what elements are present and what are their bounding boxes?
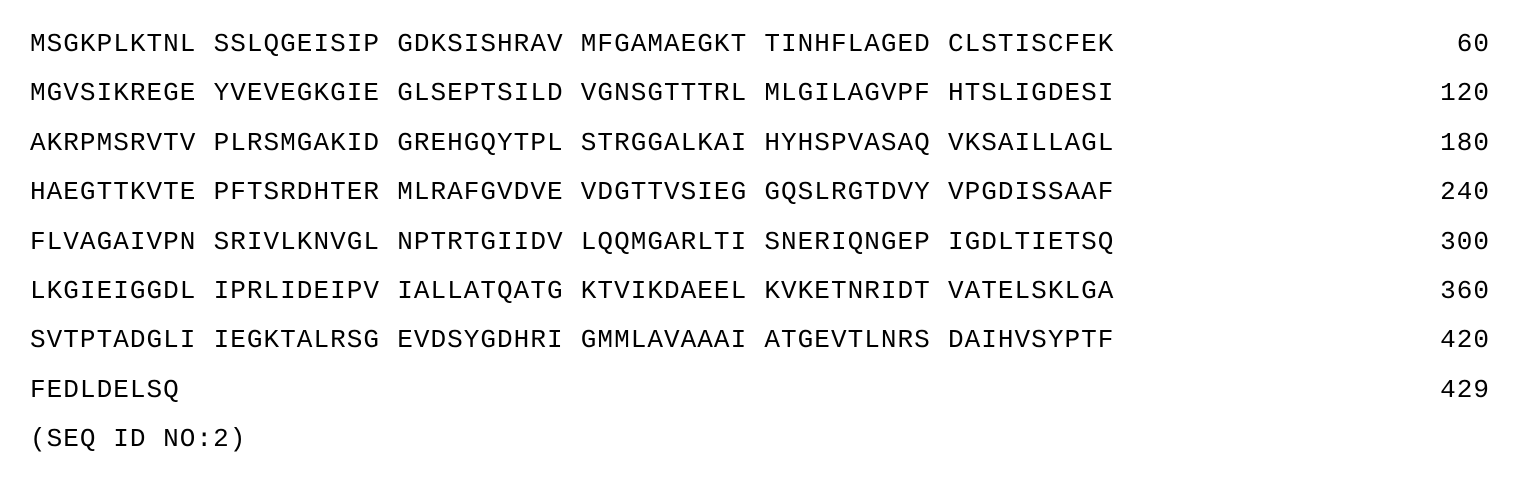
sequence-block: CLSTISCFEK — [948, 20, 1114, 69]
sequence-row: SVTPTADGLI IEGKTALRSG EVDSYGDHRI GMMLAVA… — [30, 316, 1490, 365]
sequence-block: IGDLTIETSQ — [948, 218, 1114, 267]
sequence-block: GREHGQYTPL — [397, 119, 563, 168]
sequence-blocks: FEDLDELSQ — [30, 366, 180, 415]
sequence-blocks: MGVSIKREGE YVEVEGKGIE GLSEPTSILD VGNSGTT… — [30, 69, 1114, 118]
sequence-block: MGVSIKREGE — [30, 69, 196, 118]
sequence-block: HTSLIGDESI — [948, 69, 1114, 118]
seq-id-label: (SEQ ID NO:2) — [30, 415, 1490, 464]
sequence-block: GMMLAVAAAI — [581, 316, 747, 365]
sequence-blocks: AKRPMSRVTV PLRSMGAKID GREHGQYTPL STRGGAL… — [30, 119, 1114, 168]
sequence-block: SVTPTADGLI — [30, 316, 196, 365]
sequence-row: FEDLDELSQ 429 — [30, 366, 1490, 415]
sequence-block: TINHFLAGED — [764, 20, 930, 69]
sequence-row: HAEGTTKVTE PFTSRDHTER MLRAFGVDVE VDGTTVS… — [30, 168, 1490, 217]
sequence-block: SSLQGEISIP — [214, 20, 380, 69]
sequence-block: VKSAILLAGL — [948, 119, 1114, 168]
sequence-block: MLGILAGVPF — [764, 69, 930, 118]
sequence-block: STRGGALKAI — [581, 119, 747, 168]
sequence-blocks: LKGIEIGGDL IPRLIDEIPV IALLATQATG KTVIKDA… — [30, 267, 1114, 316]
sequence-block: GDKSISHRAV — [397, 20, 563, 69]
position-number: 300 — [1428, 218, 1490, 267]
sequence-block: FLVAGAIVPN — [30, 218, 196, 267]
sequence-block: LQQMGARLTI — [581, 218, 747, 267]
sequence-block: SNERIQNGEP — [764, 218, 930, 267]
position-number: 60 — [1428, 20, 1490, 69]
sequence-block: EVDSYGDHRI — [397, 316, 563, 365]
sequence-block: KVKETNRIDT — [764, 267, 930, 316]
sequence-blocks: FLVAGAIVPN SRIVLKNVGL NPTRTGIIDV LQQMGAR… — [30, 218, 1114, 267]
sequence-block: IPRLIDEIPV — [214, 267, 380, 316]
sequence-row: FLVAGAIVPN SRIVLKNVGL NPTRTGIIDV LQQMGAR… — [30, 218, 1490, 267]
sequence-block: MFGAMAEGKT — [581, 20, 747, 69]
sequence-block: VATELSKLGA — [948, 267, 1114, 316]
sequence-block: GLSEPTSILD — [397, 69, 563, 118]
sequence-block: IALLATQATG — [397, 267, 563, 316]
sequence-block: IEGKTALRSG — [214, 316, 380, 365]
sequence-block: MLRAFGVDVE — [397, 168, 563, 217]
sequence-blocks: HAEGTTKVTE PFTSRDHTER MLRAFGVDVE VDGTTVS… — [30, 168, 1114, 217]
sequence-block: DAIHVSYPTF — [948, 316, 1114, 365]
sequence-row: LKGIEIGGDL IPRLIDEIPV IALLATQATG KTVIKDA… — [30, 267, 1490, 316]
sequence-block: AKRPMSRVTV — [30, 119, 196, 168]
sequence-row: MSGKPLKTNL SSLQGEISIP GDKSISHRAV MFGAMAE… — [30, 20, 1490, 69]
position-number: 240 — [1428, 168, 1490, 217]
sequence-block: KTVIKDAEEL — [581, 267, 747, 316]
position-number: 180 — [1428, 119, 1490, 168]
sequence-block: YVEVEGKGIE — [214, 69, 380, 118]
sequence-block: HYHSPVASAQ — [764, 119, 930, 168]
sequence-block: PFTSRDHTER — [214, 168, 380, 217]
sequence-block: SRIVLKNVGL — [214, 218, 380, 267]
sequence-block: NPTRTGIIDV — [397, 218, 563, 267]
sequence-block: VGNSGTTTRL — [581, 69, 747, 118]
sequence-blocks: MSGKPLKTNL SSLQGEISIP GDKSISHRAV MFGAMAE… — [30, 20, 1114, 69]
sequence-blocks: SVTPTADGLI IEGKTALRSG EVDSYGDHRI GMMLAVA… — [30, 316, 1114, 365]
position-number: 429 — [1428, 366, 1490, 415]
position-number: 120 — [1428, 69, 1490, 118]
sequence-block: MSGKPLKTNL — [30, 20, 196, 69]
sequence-block: GQSLRGTDVY — [764, 168, 930, 217]
position-number: 420 — [1428, 316, 1490, 365]
position-number: 360 — [1428, 267, 1490, 316]
sequence-block: VPGDISSAAF — [948, 168, 1114, 217]
sequence-row: MGVSIKREGE YVEVEGKGIE GLSEPTSILD VGNSGTT… — [30, 69, 1490, 118]
sequence-block: HAEGTTKVTE — [30, 168, 196, 217]
sequence-listing: MSGKPLKTNL SSLQGEISIP GDKSISHRAV MFGAMAE… — [30, 20, 1490, 465]
sequence-block: PLRSMGAKID — [214, 119, 380, 168]
sequence-block: ATGEVTLNRS — [764, 316, 930, 365]
sequence-block: LKGIEIGGDL — [30, 267, 196, 316]
sequence-block: FEDLDELSQ — [30, 366, 180, 415]
sequence-block: VDGTTVSIEG — [581, 168, 747, 217]
sequence-row: AKRPMSRVTV PLRSMGAKID GREHGQYTPL STRGGAL… — [30, 119, 1490, 168]
